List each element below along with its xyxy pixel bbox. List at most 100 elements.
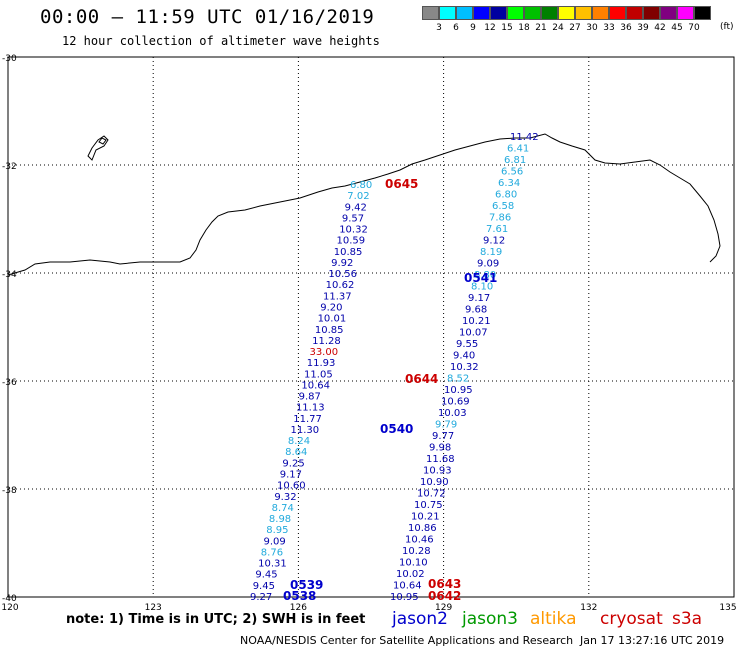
wave-height-value: 8.74 bbox=[272, 503, 294, 514]
track-right: 11.426.416.816.566.346.806.587.867.619.1… bbox=[390, 132, 539, 603]
scale-label: 21 bbox=[535, 23, 547, 33]
wave-height-value: 7.61 bbox=[486, 224, 508, 235]
wave-height-value: 9.68 bbox=[465, 305, 487, 316]
wave-height-value: 9.92 bbox=[331, 258, 353, 269]
wave-height-value: 11.37 bbox=[323, 291, 352, 302]
wave-height-value: 11.77 bbox=[293, 414, 322, 425]
wave-height-value: 9.45 bbox=[255, 570, 277, 581]
wave-height-value: 7.86 bbox=[489, 213, 511, 224]
wave-height-value: 9.40 bbox=[453, 351, 475, 362]
wave-height-value: 9.32 bbox=[274, 492, 296, 503]
wave-height-value: 10.02 bbox=[396, 569, 425, 580]
wave-height-value: 9.20 bbox=[320, 302, 342, 313]
wave-height-value: 10.62 bbox=[326, 280, 355, 291]
lon-label: 120 bbox=[1, 603, 18, 613]
scale-swatch bbox=[626, 6, 643, 20]
wave-height-value: 10.85 bbox=[334, 247, 363, 258]
scale-swatch bbox=[660, 6, 677, 20]
scale-swatch bbox=[609, 6, 626, 20]
wave-height-value: 10.32 bbox=[450, 362, 479, 373]
scale-label: 9 bbox=[470, 23, 476, 33]
scale-label: 45 bbox=[671, 23, 683, 33]
scale-label: 6 bbox=[453, 23, 459, 33]
pass-time-label: 0540 bbox=[380, 422, 413, 436]
lat-label: -38 bbox=[2, 486, 17, 496]
wave-height-value: 6.41 bbox=[507, 144, 529, 155]
wave-height-value: 8.80 bbox=[474, 270, 496, 281]
wave-height-value: 7.02 bbox=[347, 191, 369, 202]
map-frame bbox=[7, 56, 735, 598]
scale-swatch bbox=[558, 6, 575, 20]
scale-swatch bbox=[677, 6, 694, 20]
wave-height-value: 10.07 bbox=[459, 328, 488, 339]
pass-time-label: 0642 bbox=[428, 589, 461, 603]
wave-height-value: 8.76 bbox=[261, 547, 283, 558]
wave-height-value: 9.45 bbox=[253, 581, 275, 592]
legend-jason3: jason3 bbox=[462, 609, 518, 629]
wave-height-value: 9.17 bbox=[280, 470, 302, 481]
wave-height-value: 10.03 bbox=[438, 408, 467, 419]
scale-swatch bbox=[439, 6, 456, 20]
wave-height-value: 11.68 bbox=[426, 454, 455, 465]
wave-height-value: 8.64 bbox=[285, 447, 307, 458]
scale-label: 18 bbox=[518, 23, 530, 33]
wave-height-value: 9.12 bbox=[483, 236, 505, 247]
wave-height-value: 8.52 bbox=[447, 374, 469, 385]
timestamp-text: Jan 17 13:27:16 UTC 2019 bbox=[580, 634, 725, 647]
wave-height-value: 9.77 bbox=[432, 431, 454, 442]
credit-text: NOAA/NESDIS Center for Satellite Applica… bbox=[240, 634, 574, 647]
lat-label: -32 bbox=[2, 162, 17, 172]
scale-swatch bbox=[456, 6, 473, 20]
lon-label: 126 bbox=[290, 603, 307, 613]
wave-height-value: 9.42 bbox=[345, 202, 367, 213]
wave-height-value: 10.28 bbox=[402, 546, 431, 557]
scale-label: 15 bbox=[501, 23, 513, 33]
island-outline bbox=[87, 135, 109, 161]
wave-height-value: 10.31 bbox=[258, 559, 287, 570]
wave-height-value: 10.72 bbox=[417, 489, 446, 500]
wave-height-value: 10.75 bbox=[414, 500, 443, 511]
wave-height-value: 11.13 bbox=[296, 403, 325, 414]
lat-label: -36 bbox=[2, 378, 17, 388]
map-subtitle: 12 hour collection of altimeter wave hei… bbox=[62, 34, 380, 48]
color-scale bbox=[422, 6, 711, 20]
wave-height-value: 6.56 bbox=[501, 167, 523, 178]
track-left: 6.807.029.429.5710.3210.5910.859.9210.56… bbox=[250, 180, 372, 603]
scale-label: 27 bbox=[569, 23, 581, 33]
wave-height-value: 9.09 bbox=[477, 259, 499, 270]
wave-height-value: 10.01 bbox=[318, 314, 347, 325]
legend-s3a: s3a bbox=[672, 609, 703, 629]
scale-label: 12 bbox=[484, 23, 496, 33]
wave-height-value: 8.24 bbox=[288, 436, 310, 447]
wave-height-value: 11.93 bbox=[307, 358, 336, 369]
wave-height-value: 9.98 bbox=[429, 443, 451, 454]
legend-cryosat: cryosat bbox=[600, 609, 663, 629]
scale-label: 39 bbox=[637, 23, 649, 33]
wave-height-value: 8.10 bbox=[471, 282, 493, 293]
wave-height-value: 6.81 bbox=[504, 155, 526, 166]
lon-label: 132 bbox=[580, 603, 597, 613]
pass-time-label: 0539 bbox=[290, 578, 323, 592]
wave-height-value: 9.17 bbox=[468, 293, 490, 304]
lat-label: -40 bbox=[2, 594, 17, 604]
wave-height-value: 6.80 bbox=[495, 190, 517, 201]
pass-time-label: 0538 bbox=[283, 589, 316, 603]
lon-label: 129 bbox=[435, 603, 452, 613]
wave-height-value: 10.10 bbox=[399, 558, 428, 569]
wave-height-value: 8.95 bbox=[266, 525, 288, 536]
scale-swatch bbox=[490, 6, 507, 20]
wave-height-value: 33.00 bbox=[309, 347, 338, 358]
wave-height-value: 9.79 bbox=[435, 420, 457, 431]
scale-label: 70 bbox=[688, 23, 700, 33]
wave-height-value: 10.21 bbox=[462, 316, 491, 327]
wave-height-value: 8.19 bbox=[480, 247, 502, 258]
pass-time-label: 0541 bbox=[464, 271, 497, 285]
scale-swatch bbox=[541, 6, 558, 20]
wave-height-value: 9.57 bbox=[342, 213, 364, 224]
scale-swatch bbox=[524, 6, 541, 20]
wave-height-value: 9.87 bbox=[299, 392, 321, 403]
map-title: 00:00 – 11:59 UTC 01/16/2019 bbox=[40, 6, 375, 28]
wave-height-value: 10.69 bbox=[441, 397, 470, 408]
lat-label: -30 bbox=[2, 54, 17, 64]
